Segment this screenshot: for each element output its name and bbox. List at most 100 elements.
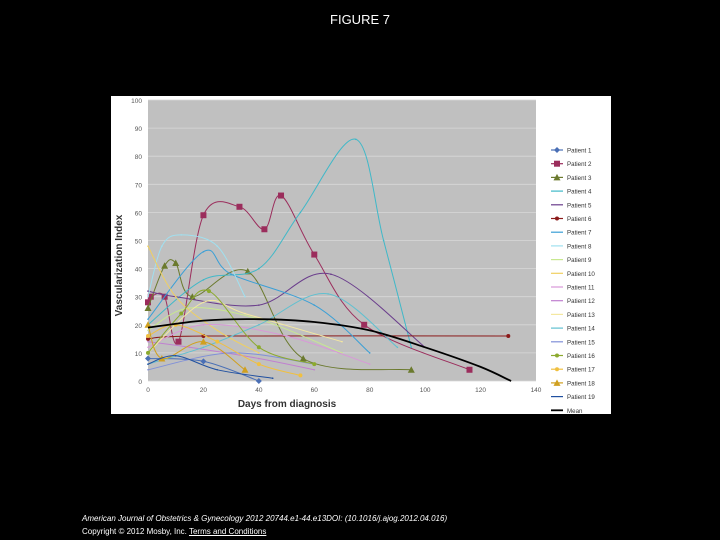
data-point bbox=[147, 318, 149, 320]
data-point bbox=[161, 245, 163, 247]
citation-text: American Journal of Obstetrics & Gynecol… bbox=[82, 514, 448, 523]
legend-item: Patient 18 bbox=[551, 379, 595, 387]
y-tick-label: 60 bbox=[135, 210, 143, 217]
legend-item: Patient 10 bbox=[551, 271, 595, 278]
data-point bbox=[188, 307, 191, 309]
legend-label: Patient 14 bbox=[567, 326, 595, 333]
data-point bbox=[330, 273, 332, 276]
data-point bbox=[146, 334, 150, 339]
legend-item: Patient 9 bbox=[551, 257, 592, 264]
legend-label: Patient 17 bbox=[567, 367, 595, 374]
data-point bbox=[188, 293, 196, 300]
x-tick-label: 40 bbox=[255, 387, 263, 394]
data-point bbox=[256, 345, 261, 350]
legend-item: Patient 16 bbox=[551, 353, 595, 360]
legend: Patient 1 Patient 2 Patient 3 Patient 4 Pati… bbox=[551, 147, 595, 414]
data-point bbox=[278, 192, 285, 199]
data-point bbox=[312, 362, 317, 367]
legend-label: Patient 15 bbox=[567, 339, 595, 346]
x-tick-label: 60 bbox=[311, 387, 319, 394]
data-point bbox=[147, 368, 149, 371]
x-tick-label: 0 bbox=[146, 387, 150, 394]
data-point bbox=[261, 226, 268, 233]
x-tick-label: 120 bbox=[475, 387, 486, 394]
data-point bbox=[258, 304, 260, 306]
data-point bbox=[396, 346, 399, 349]
y-tick-label: 90 bbox=[135, 126, 143, 133]
data-point bbox=[200, 358, 207, 365]
data-point bbox=[147, 340, 149, 343]
series-line-mean bbox=[147, 318, 512, 382]
data-point bbox=[506, 334, 511, 339]
series-patient-4 bbox=[147, 138, 413, 349]
data-point bbox=[361, 321, 368, 328]
y-tick-label: 20 bbox=[135, 323, 143, 330]
legend-label: Patient 5 bbox=[567, 202, 592, 209]
series-patient-8 bbox=[147, 234, 246, 298]
legend-label: Patient 4 bbox=[567, 189, 592, 196]
figure-title: FIGURE 7 bbox=[330, 12, 390, 27]
data-point bbox=[258, 267, 260, 270]
legend-item: Patient 5 bbox=[551, 202, 592, 209]
data-point bbox=[180, 234, 183, 236]
data-point bbox=[327, 293, 329, 295]
legend-item: Patient 14 bbox=[551, 326, 595, 333]
data-point bbox=[216, 329, 219, 332]
legend-item: Patient 15 bbox=[551, 339, 595, 346]
chart: 0 10 20 30 40 50 60 70 80 90 100 0 20 40 60 80 100 120 140… bbox=[114, 98, 595, 414]
y-tick-label: 50 bbox=[135, 239, 143, 246]
data-point bbox=[382, 239, 385, 242]
data-point bbox=[202, 279, 205, 281]
legend-label: Patient 19 bbox=[567, 394, 595, 401]
legend-marker bbox=[555, 367, 559, 372]
data-point bbox=[244, 312, 246, 315]
data-point bbox=[147, 245, 149, 247]
data-point bbox=[244, 295, 246, 298]
data-point bbox=[230, 273, 232, 276]
x-tick-label: 20 bbox=[200, 387, 208, 394]
data-point bbox=[271, 377, 274, 379]
data-point bbox=[299, 355, 307, 362]
series-patient-7 bbox=[147, 249, 371, 354]
x-tick-label: 140 bbox=[531, 387, 542, 394]
y-tick-label: 30 bbox=[135, 295, 143, 302]
legend-marker bbox=[553, 173, 561, 181]
data-point bbox=[202, 324, 205, 326]
legend-marker bbox=[555, 216, 559, 221]
y-tick-label: 10 bbox=[135, 351, 143, 358]
data-point bbox=[188, 346, 191, 349]
series-patient-11 bbox=[147, 323, 371, 365]
data-point bbox=[206, 289, 211, 294]
series-line-patient-18 bbox=[147, 324, 246, 371]
data-point bbox=[147, 363, 149, 365]
data-point bbox=[241, 366, 249, 373]
y-tick-label: 0 bbox=[138, 379, 142, 386]
data-point bbox=[407, 366, 415, 373]
chart-figure: 0 10 20 30 40 50 60 70 80 90 100 0 20 40 60 80 100 120 140… bbox=[111, 96, 611, 414]
legend-label: Patient 10 bbox=[567, 271, 595, 278]
data-point bbox=[174, 295, 177, 298]
series-patient-10 bbox=[147, 245, 260, 354]
legend-label: Patient 6 bbox=[567, 216, 592, 223]
data-point bbox=[144, 321, 152, 328]
series-line-patient-14 bbox=[147, 293, 398, 365]
data-point bbox=[147, 290, 149, 292]
data-point bbox=[355, 138, 357, 141]
legend-item: Mean bbox=[551, 408, 583, 414]
data-point bbox=[174, 354, 177, 357]
legend-item: Patient 19 bbox=[551, 394, 595, 401]
data-point bbox=[215, 339, 220, 344]
legend-item: Patient 17 bbox=[551, 367, 595, 374]
data-point bbox=[216, 368, 219, 371]
series-patient-6 bbox=[146, 334, 511, 341]
legend-label: Patient 7 bbox=[567, 230, 592, 237]
series-line-patient-10 bbox=[147, 245, 260, 354]
legend-item: Patient 8 bbox=[551, 243, 592, 250]
data-point bbox=[147, 295, 149, 298]
data-point bbox=[285, 335, 288, 337]
legend-label: Mean bbox=[567, 408, 583, 414]
legend-label: Patient 12 bbox=[567, 298, 595, 305]
data-point bbox=[202, 301, 205, 304]
y-tick-label: 70 bbox=[135, 182, 143, 189]
terms-link[interactable]: Terms and Conditions bbox=[188, 527, 267, 536]
